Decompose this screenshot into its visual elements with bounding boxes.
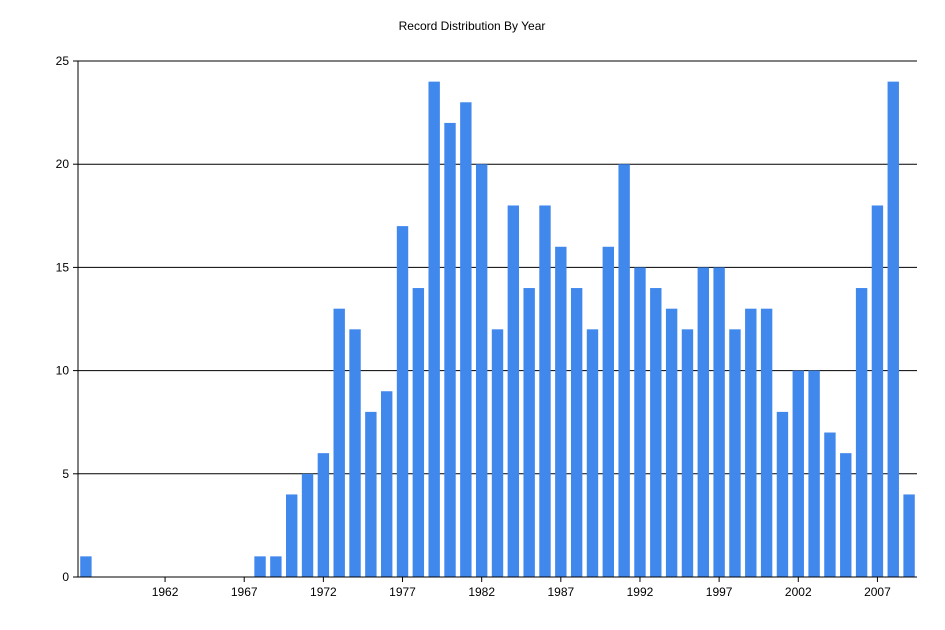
bar-2002 [792, 370, 804, 577]
bar-1982 [475, 164, 488, 577]
y-tick-label: 5 [62, 467, 69, 481]
bar-2008 [887, 81, 899, 577]
bar-2003 [808, 370, 820, 577]
bar-1974 [349, 329, 361, 577]
bar-1968 [254, 556, 266, 577]
y-tick-label: 20 [56, 157, 70, 171]
x-tick-label: 2007 [864, 585, 891, 599]
x-tick-label: 2002 [785, 585, 812, 599]
bar-1988 [570, 288, 583, 577]
bar-1992 [634, 267, 646, 577]
bar-2001 [776, 411, 789, 577]
bar-2009 [903, 494, 915, 577]
y-tick-label: 25 [56, 54, 70, 68]
bar-1980 [444, 122, 456, 578]
bar-2000 [760, 308, 773, 577]
bar-1979 [428, 81, 440, 577]
bar-1972 [317, 453, 330, 577]
bar-1977 [396, 226, 409, 577]
bar-2007 [871, 205, 884, 578]
bar-1990 [602, 246, 615, 577]
bar-1985 [523, 288, 535, 577]
x-tick-label: 1972 [310, 585, 337, 599]
bar-1983 [491, 329, 504, 577]
bar-1973 [333, 308, 345, 577]
bar-1971 [301, 473, 314, 577]
y-tick-label: 15 [56, 260, 70, 274]
bar-1970 [286, 494, 298, 577]
x-tick-label: 1992 [627, 585, 654, 599]
bar-1993 [650, 288, 662, 577]
bars [80, 81, 915, 578]
bar-1976 [380, 391, 393, 577]
x-axis-ticks: 1962 1967 1972 1977 1982 1987 1992 1997 2002 2007 [152, 577, 891, 599]
y-axis-ticks: 0 5 10 15 20 25 [56, 54, 78, 584]
chart-title: Record Distribution By Year [399, 19, 546, 33]
axes [77, 61, 917, 578]
bar-1981 [460, 102, 472, 577]
x-tick-label: 1982 [468, 585, 495, 599]
bar-1984 [507, 205, 520, 578]
bar-1997 [713, 267, 725, 577]
bar-1991 [618, 164, 630, 577]
bar-1987 [555, 246, 567, 577]
bar-1999 [745, 308, 757, 577]
x-tick-label: 1987 [547, 585, 574, 599]
bar-1998 [729, 329, 741, 577]
bar-2004 [824, 432, 836, 577]
y-tick-label: 0 [62, 570, 69, 584]
bar-2006 [855, 288, 868, 577]
bar-1994 [665, 308, 678, 577]
x-tick-label: 1967 [231, 585, 258, 599]
bar-1989 [586, 329, 599, 577]
x-tick-label: 1977 [389, 585, 416, 599]
x-tick-label: 1962 [152, 585, 179, 599]
bar-1969 [270, 556, 282, 577]
bar-1975 [365, 411, 377, 577]
bar-1957 [80, 556, 92, 577]
bar-1978 [412, 288, 425, 577]
x-tick-label: 1997 [706, 585, 733, 599]
bar-1995 [681, 329, 694, 577]
bar-1986 [539, 205, 551, 578]
y-tick-label: 10 [56, 364, 70, 378]
bar-2005 [840, 453, 852, 577]
bar-1996 [697, 267, 709, 577]
